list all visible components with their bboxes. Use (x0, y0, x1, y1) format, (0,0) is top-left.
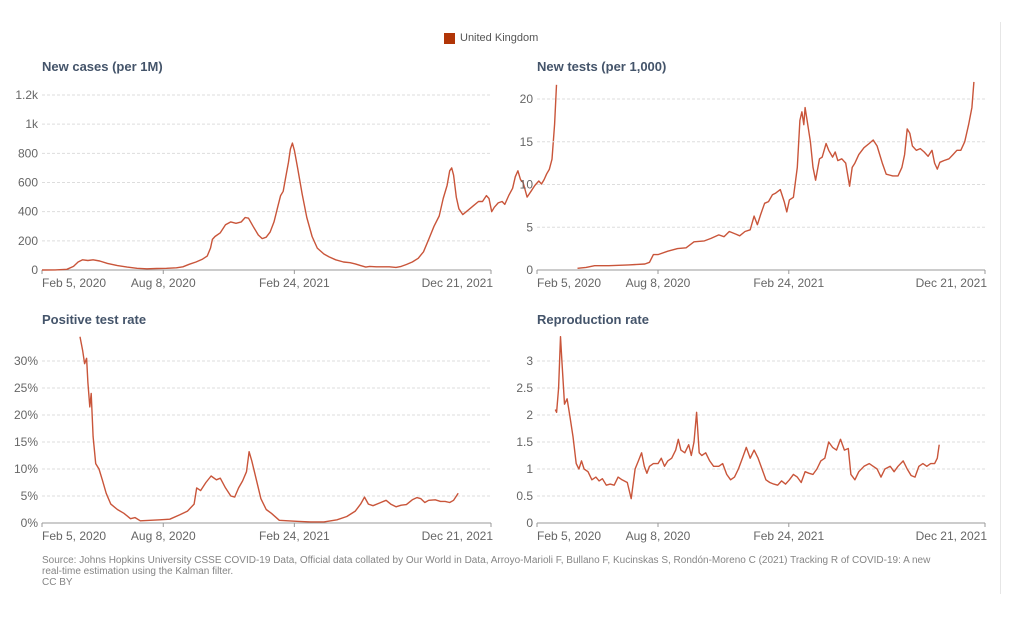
source-note: Source: Johns Hopkins University CSSE CO… (42, 555, 972, 588)
x-tick-label: Feb 5, 2020 (537, 276, 601, 290)
y-tick-label: 15 (520, 135, 534, 149)
source-line-2: real-time estimation using the Kalman fi… (42, 566, 234, 577)
y-tick-label: 1.5 (516, 435, 533, 449)
y-tick-label: 2.5 (516, 381, 533, 395)
series-line-united-kingdom[interactable] (577, 81, 975, 269)
y-tick-label: 200 (18, 234, 38, 248)
y-tick-label: 10% (14, 462, 38, 476)
y-tick-label: 0 (31, 263, 38, 277)
y-tick-label: 1k (25, 117, 39, 131)
legend-label: United Kingdom (460, 32, 539, 44)
y-tick-label: 0% (21, 516, 39, 530)
x-tick-label: Feb 5, 2020 (537, 529, 601, 543)
x-tick-label: Feb 5, 2020 (42, 276, 106, 290)
x-tick-label: Aug 8, 2020 (626, 529, 691, 543)
source-license[interactable]: CC BY (42, 577, 73, 588)
series-line-united-kingdom[interactable] (79, 336, 459, 523)
y-tick-label: 0.5 (516, 489, 533, 503)
panel-right-border (1000, 22, 1001, 594)
y-tick-label: 2 (526, 408, 533, 422)
y-tick-label: 20% (14, 408, 38, 422)
chart-panel-2: New tests (per 1,000) 0 5 10 15 20 Feb 5, 2020… (520, 59, 988, 290)
y-tick-label: 0 (526, 516, 533, 530)
y-tick-label: 5% (21, 489, 39, 503)
y-tick-label: 25% (14, 381, 38, 395)
x-tick-label: Aug 8, 2020 (131, 529, 196, 543)
y-tick-label: 20 (520, 92, 534, 106)
x-tick-label: Feb 24, 2021 (753, 529, 824, 543)
x-tick-label: Aug 8, 2020 (131, 276, 196, 290)
chart-panel-4: Reproduction rate 0 0.5 1 1.5 2 2.5 3 Feb 5, 202… (516, 312, 987, 543)
x-tick-label: Feb 24, 2021 (259, 529, 330, 543)
legend[interactable]: United Kingdom (444, 32, 538, 44)
x-tick-label: Dec 21, 2021 (916, 276, 988, 290)
chart-panel-1: New cases (per 1M)02004006008001k1.2kFeb… (15, 59, 558, 290)
chart-panel-3: Positive test rate 0% 5% 10% 15% 20% 25% 30% Feb… (14, 312, 493, 543)
source-line-1: Source: Johns Hopkins University CSSE CO… (42, 555, 931, 566)
y-tick-label: 400 (18, 205, 38, 219)
y-tick-label: 10 (520, 178, 534, 192)
chart-title: New cases (per 1M) (42, 59, 163, 74)
legend-swatch (444, 32, 455, 44)
y-tick-label: 15% (14, 435, 38, 449)
y-tick-label: 0 (526, 263, 533, 277)
x-tick-label: Feb 24, 2021 (259, 276, 330, 290)
chart-title: Reproduction rate (537, 312, 649, 327)
x-tick-label: Dec 21, 2021 (916, 529, 988, 543)
y-tick-label: 800 (18, 146, 38, 160)
y-tick-label: 5 (526, 220, 533, 234)
chart-title: New tests (per 1,000) (537, 59, 666, 74)
x-tick-label: Feb 5, 2020 (42, 529, 106, 543)
x-tick-label: Feb 24, 2021 (753, 276, 824, 290)
y-tick-label: 1 (526, 462, 533, 476)
x-tick-label: Dec 21, 2021 (422, 276, 494, 290)
series-line-united-kingdom[interactable] (554, 336, 940, 500)
y-tick-label: 30% (14, 354, 38, 368)
x-tick-label: Aug 8, 2020 (626, 276, 691, 290)
x-tick-label: Dec 21, 2021 (422, 529, 494, 543)
y-tick-label: 600 (18, 176, 38, 190)
series-line-united-kingdom[interactable] (41, 84, 558, 271)
y-tick-label: 1.2k (15, 88, 39, 102)
y-tick-label: 3 (526, 354, 533, 368)
chart-title: Positive test rate (42, 312, 146, 327)
